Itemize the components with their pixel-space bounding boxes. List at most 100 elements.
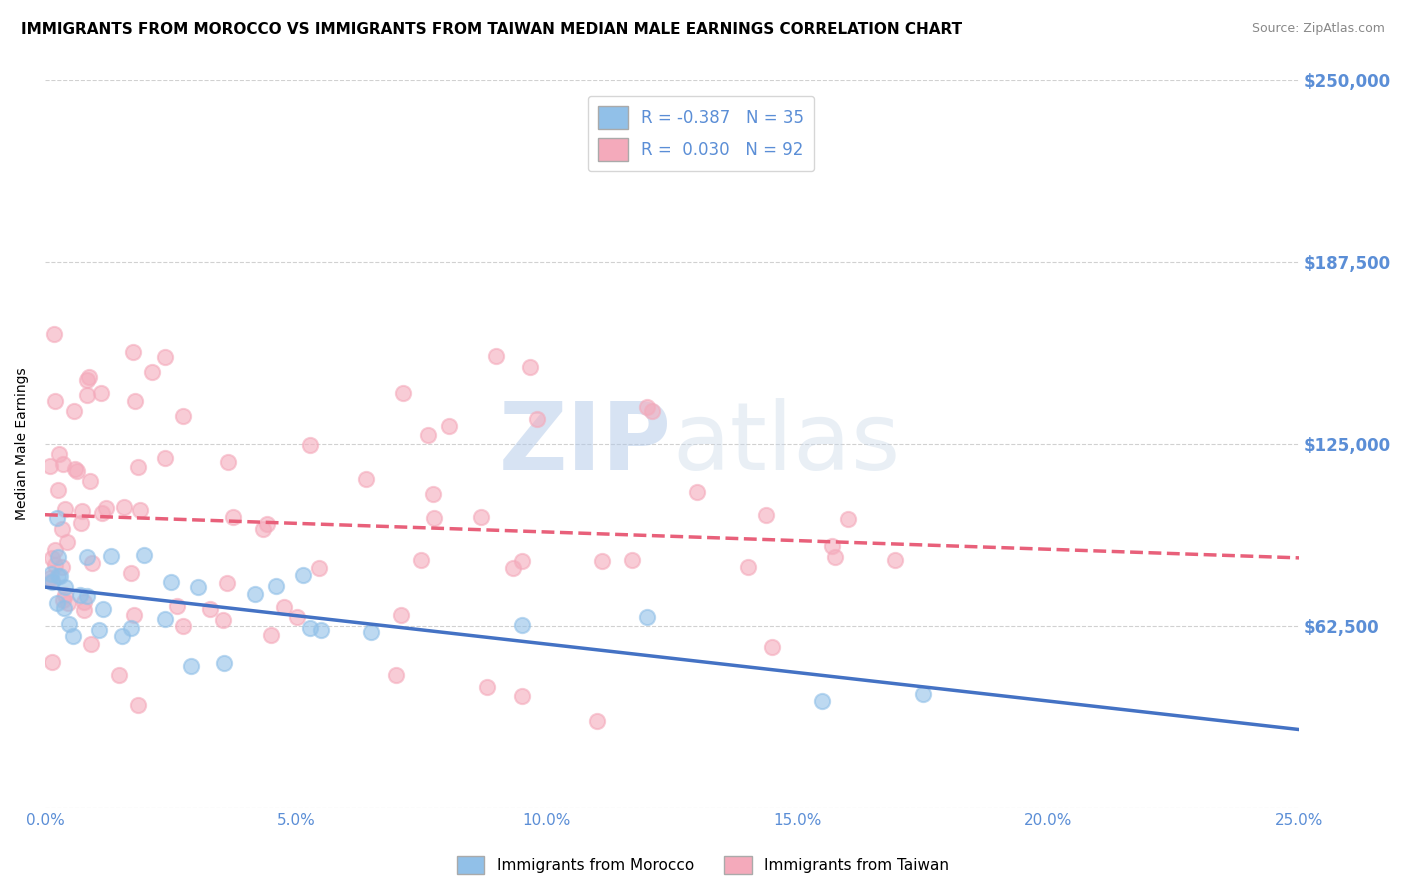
Point	[90, 506, 112, 520]
Point	[90, 386, 112, 401]
Point	[45, 510, 67, 524]
Point	[56, 534, 79, 549]
Point	[155, 611, 177, 625]
Point	[212, 657, 235, 671]
Point	[153, 351, 176, 365]
Point	[641, 404, 664, 418]
Point	[585, 714, 607, 728]
Point	[39, 567, 62, 582]
Point	[76, 387, 98, 401]
Point	[76, 372, 98, 386]
Point	[108, 667, 131, 681]
Point	[172, 618, 194, 632]
Point	[122, 608, 145, 623]
Point	[129, 503, 152, 517]
Point	[470, 509, 492, 524]
Point	[39, 571, 62, 585]
Point	[46, 483, 69, 497]
Point	[252, 522, 274, 536]
Point	[46, 569, 69, 583]
Point	[45, 596, 67, 610]
Point	[44, 393, 66, 408]
Text: IMMIGRANTS FROM MOROCCO VS IMMIGRANTS FROM TAIWAN MEDIAN MALE EARNINGS CORRELATI: IMMIGRANTS FROM MOROCCO VS IMMIGRANTS FR…	[21, 22, 962, 37]
Point	[821, 539, 844, 553]
Point	[510, 554, 533, 568]
Point	[94, 500, 117, 515]
Point	[260, 628, 283, 642]
Point	[69, 589, 91, 603]
Point	[120, 566, 142, 580]
Legend: R = -0.387   N = 35, R =  0.030   N = 92: R = -0.387 N = 35, R = 0.030 N = 92	[588, 95, 814, 171]
Point	[58, 616, 80, 631]
Point	[418, 427, 440, 442]
Point	[42, 327, 65, 342]
Text: atlas: atlas	[672, 398, 900, 490]
Point	[636, 400, 658, 414]
Point	[187, 580, 209, 594]
Point	[62, 629, 84, 643]
Point	[73, 595, 96, 609]
Point	[883, 552, 905, 566]
Point	[65, 461, 87, 475]
Point	[112, 500, 135, 514]
Point	[53, 501, 76, 516]
Point	[837, 512, 859, 526]
Point	[519, 359, 541, 374]
Point	[121, 345, 143, 359]
Point	[526, 412, 548, 426]
Point	[41, 550, 63, 565]
Point	[65, 464, 87, 478]
Point	[636, 609, 658, 624]
Point	[132, 549, 155, 563]
Point	[422, 511, 444, 525]
Point	[621, 553, 644, 567]
Point	[391, 385, 413, 400]
Point	[217, 454, 239, 468]
Point	[127, 698, 149, 713]
Point	[761, 640, 783, 654]
Point	[111, 629, 134, 643]
Point	[222, 509, 245, 524]
Point	[80, 556, 103, 570]
Point	[308, 560, 330, 574]
Point	[510, 690, 533, 704]
Point	[44, 542, 66, 557]
Point	[911, 687, 934, 701]
Point	[475, 680, 498, 694]
Point	[245, 587, 267, 601]
Point	[79, 637, 101, 651]
Point	[411, 552, 433, 566]
Point	[77, 370, 100, 384]
Text: Source: ZipAtlas.com: Source: ZipAtlas.com	[1251, 22, 1385, 36]
Point	[360, 625, 382, 640]
Point	[39, 458, 62, 473]
Point	[127, 460, 149, 475]
Point	[124, 394, 146, 409]
Point	[41, 655, 63, 669]
Point	[153, 451, 176, 466]
Point	[48, 568, 70, 582]
Point	[76, 589, 98, 603]
Point	[292, 567, 315, 582]
Point	[285, 609, 308, 624]
Point	[53, 588, 76, 602]
Point	[298, 438, 321, 452]
Point	[354, 472, 377, 486]
Point	[298, 621, 321, 635]
Point	[52, 601, 75, 615]
Point	[41, 574, 63, 588]
Point	[62, 403, 84, 417]
Text: ZIP: ZIP	[499, 398, 672, 490]
Point	[91, 601, 114, 615]
Point	[212, 613, 235, 627]
Point	[198, 602, 221, 616]
Point	[56, 596, 79, 610]
Point	[79, 474, 101, 488]
Point	[166, 599, 188, 614]
Point	[686, 485, 709, 500]
Point	[41, 575, 63, 590]
Point	[120, 621, 142, 635]
Legend: Immigrants from Morocco, Immigrants from Taiwan: Immigrants from Morocco, Immigrants from…	[451, 850, 955, 880]
Point	[389, 607, 412, 622]
Point	[591, 554, 613, 568]
